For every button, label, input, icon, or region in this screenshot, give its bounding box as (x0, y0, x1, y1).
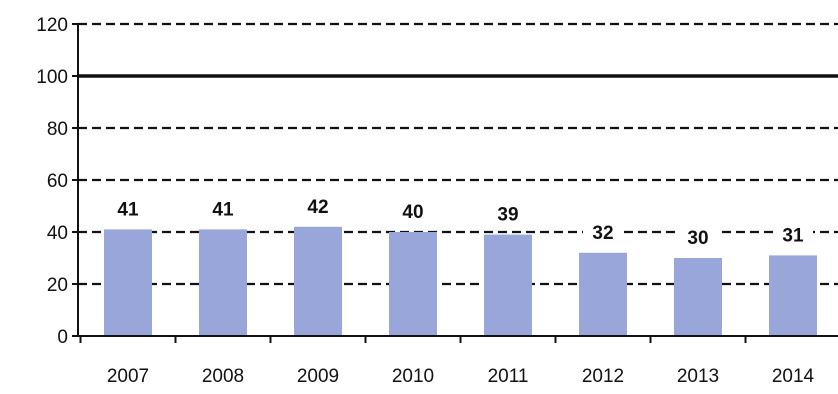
y-tick-label-80: 80 (47, 119, 68, 140)
bars (104, 226, 817, 336)
data-label-2008: 41 (212, 199, 234, 220)
y-tick-label-120: 120 (36, 15, 68, 36)
x-tick-label-2010: 2010 (392, 366, 434, 387)
y-tick-label-40: 40 (47, 223, 68, 244)
data-label-backing-2007 (108, 196, 148, 221)
data-label-2014: 31 (782, 225, 804, 246)
data-label-backing-2008 (203, 196, 243, 221)
bar-2014 (769, 255, 817, 336)
data-label-2007: 41 (117, 199, 139, 220)
labels: 0 20 40 60 80 100 120 2007 2008 2009 2010 2011 2012 2… (36, 15, 814, 387)
x-tick-label-2014: 2014 (772, 366, 815, 387)
bar-2009 (294, 226, 342, 336)
data-label-backing-2012 (583, 219, 623, 244)
bar-2012 (579, 252, 627, 336)
x-tick-label-2013: 2013 (677, 366, 719, 387)
data-label-backing-2009 (298, 193, 338, 218)
data-label-2009: 42 (307, 197, 328, 218)
x-tick-label-2009: 2009 (297, 366, 339, 387)
bar-2011 (484, 234, 532, 336)
data-label-2010: 40 (402, 202, 423, 223)
y-tick-label-20: 20 (47, 275, 68, 296)
gridlines (78, 22, 838, 286)
bar-2013 (674, 258, 722, 336)
bar-2007 (104, 229, 152, 336)
x-tick-label-2011: 2011 (488, 366, 529, 387)
y-tick-label-0: 0 (57, 327, 68, 348)
bar-2010 (389, 232, 437, 336)
data-label-backing-2014 (773, 222, 813, 247)
x-tick-label-2007: 2007 (107, 366, 149, 387)
axes (72, 23, 838, 343)
x-tick-label-2012: 2012 (582, 366, 624, 387)
x-tick-label-2008: 2008 (202, 366, 244, 387)
data-label-2012: 32 (592, 223, 613, 244)
y-tick-label-60: 60 (47, 171, 68, 192)
data-label-backing-2011 (488, 201, 528, 226)
data-label-backing-2010 (393, 199, 433, 223)
data-label-2013: 30 (687, 228, 708, 249)
data-label-backing-2013 (678, 225, 718, 249)
bar-2008 (199, 229, 247, 336)
y-tick-label-100: 100 (36, 67, 68, 88)
data-label-2011: 39 (497, 205, 518, 226)
